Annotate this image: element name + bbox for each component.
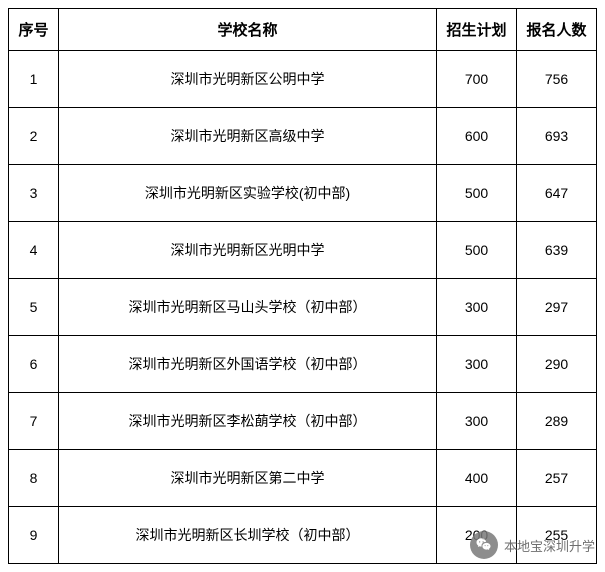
- header-name: 学校名称: [59, 9, 437, 51]
- table-body: 1 深圳市光明新区公明中学 700 756 2 深圳市光明新区高级中学 600 …: [9, 51, 597, 564]
- table-row: 5 深圳市光明新区马山头学校（初中部） 300 297: [9, 279, 597, 336]
- table-header-row: 序号 学校名称 招生计划 报名人数: [9, 9, 597, 51]
- cell-index: 8: [9, 450, 59, 507]
- cell-plan: 500: [437, 222, 517, 279]
- cell-plan: 300: [437, 336, 517, 393]
- cell-plan: 400: [437, 450, 517, 507]
- cell-name: 深圳市光明新区外国语学校（初中部）: [59, 336, 437, 393]
- cell-count: 639: [517, 222, 597, 279]
- cell-plan: 500: [437, 165, 517, 222]
- cell-name: 深圳市光明新区马山头学校（初中部）: [59, 279, 437, 336]
- table-row: 8 深圳市光明新区第二中学 400 257: [9, 450, 597, 507]
- cell-count: 756: [517, 51, 597, 108]
- cell-index: 5: [9, 279, 59, 336]
- cell-count: 290: [517, 336, 597, 393]
- cell-index: 7: [9, 393, 59, 450]
- watermark-text: 本地宝深圳升学: [504, 536, 595, 555]
- table-row: 7 深圳市光明新区李松蓢学校（初中部） 300 289: [9, 393, 597, 450]
- cell-plan: 300: [437, 393, 517, 450]
- cell-index: 1: [9, 51, 59, 108]
- cell-count: 693: [517, 108, 597, 165]
- cell-count: 289: [517, 393, 597, 450]
- cell-name: 深圳市光明新区实验学校(初中部): [59, 165, 437, 222]
- cell-count: 647: [517, 165, 597, 222]
- cell-name: 深圳市光明新区李松蓢学校（初中部）: [59, 393, 437, 450]
- cell-index: 6: [9, 336, 59, 393]
- cell-name: 深圳市光明新区公明中学: [59, 51, 437, 108]
- watermark: 本地宝深圳升学: [470, 531, 595, 559]
- school-table: 序号 学校名称 招生计划 报名人数 1 深圳市光明新区公明中学 700 7 56 …: [8, 8, 597, 564]
- cell-plan: 600: [437, 108, 517, 165]
- cell-name: 深圳市光明新区光明中学: [59, 222, 437, 279]
- header-index: 序号: [9, 9, 59, 51]
- cell-plan: 700: [437, 51, 517, 108]
- cell-count: 297: [517, 279, 597, 336]
- table-row: 1 深圳市光明新区公明中学 700 756: [9, 51, 597, 108]
- cell-index: 4: [9, 222, 59, 279]
- table-row: 4 深圳市光明新区光明中学 500 639: [9, 222, 597, 279]
- cell-name: 深圳市光明新区第二中学: [59, 450, 437, 507]
- wechat-icon: [470, 531, 498, 559]
- header-plan: 招生计划: [437, 9, 517, 51]
- cell-index: 3: [9, 165, 59, 222]
- cell-name: 深圳市光明新区高级中学: [59, 108, 437, 165]
- cell-plan: 300: [437, 279, 517, 336]
- table-row: 6 深圳市光明新区外国语学校（初中部） 300 290: [9, 336, 597, 393]
- table-container: 序号 学校名称 招生计划 报名人数 1 深圳市光明新区公明中学 700 7 56 …: [0, 0, 605, 572]
- table-row: 3 深圳市光明新区实验学校(初中部) 500 647: [9, 165, 597, 222]
- cell-count: 257: [517, 450, 597, 507]
- cell-name: 深圳市光明新区长圳学校（初中部）: [59, 507, 437, 564]
- header-count: 报名人数: [517, 9, 597, 51]
- cell-index: 9: [9, 507, 59, 564]
- cell-index: 2: [9, 108, 59, 165]
- table-row: 2 深圳市光明新区高级中学 600 693: [9, 108, 597, 165]
